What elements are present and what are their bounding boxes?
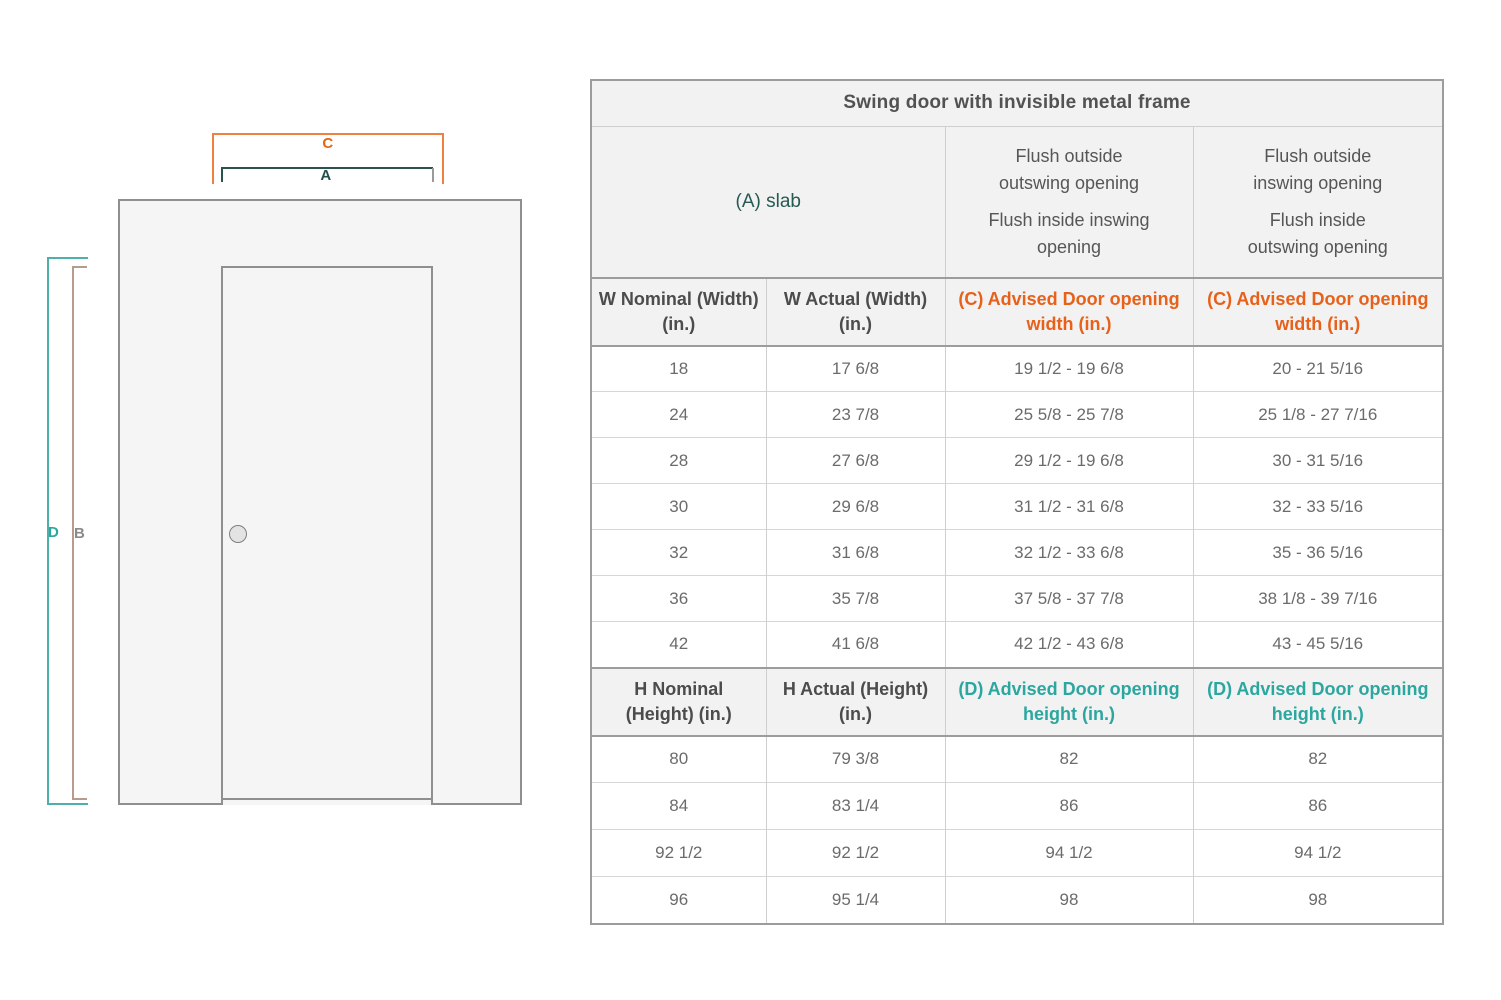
table-cell: 36 <box>591 575 766 622</box>
col-header-opening-height-inswing: (D) Advised Door opening height (in.) <box>1192 666 1444 737</box>
table-row: 24 23 7/8 25 5/8 - 25 7/8 25 1/8 - 27 7/… <box>591 391 1444 438</box>
table-title: Swing door with invisible metal frame <box>591 80 1444 127</box>
width-header-row: W Nominal (Width) (in.) W Actual (Width)… <box>591 276 1444 347</box>
table-cell: 18 <box>591 345 766 392</box>
table-cell: 38 1/8 - 39 7/16 <box>1192 575 1444 622</box>
table-cell: 82 <box>1192 735 1444 783</box>
height-header-row: H Nominal (Height) (in.) H Actual (Heigh… <box>591 666 1444 737</box>
group-header-line: Flush inside outswing opening <box>1247 209 1388 257</box>
wall-bottom-edge-right <box>431 803 522 805</box>
table-cell: 82 <box>944 735 1193 783</box>
table-cell: 25 5/8 - 25 7/8 <box>944 391 1193 438</box>
table-cell: 92 1/2 <box>765 829 945 877</box>
table-cell: 32 <box>591 529 766 576</box>
table-cell: 86 <box>944 782 1193 830</box>
dim-label-a: A <box>320 167 332 184</box>
table-cell: 94 1/2 <box>1192 829 1444 877</box>
table-cell: 32 - 33 5/16 <box>1192 483 1444 530</box>
table-row: 28 27 6/8 29 1/2 - 19 6/8 30 - 31 5/16 <box>591 437 1444 484</box>
table-cell: 84 <box>591 782 766 830</box>
bracket-c-opening-width <box>212 133 444 184</box>
table-cell: 27 6/8 <box>765 437 945 484</box>
table-cell: 32 1/2 - 33 6/8 <box>944 529 1193 576</box>
col-header-opening-width-inswing: (C) Advised Door opening width (in.) <box>1192 276 1444 347</box>
table-cell: 42 <box>591 621 766 668</box>
dimension-brackets <box>47 133 444 805</box>
col-header-h-nominal: H Nominal (Height) (in.) <box>591 666 766 737</box>
dim-label-c: C <box>322 135 334 152</box>
table-cell: 24 <box>591 391 766 438</box>
bracket-d-opening-height <box>47 257 88 805</box>
table-cell: 20 - 21 5/16 <box>1192 345 1444 392</box>
table-cell: 31 1/2 - 31 6/8 <box>944 483 1193 530</box>
table-row: 84 83 1/4 86 86 <box>591 782 1444 830</box>
table-row: 80 79 3/8 82 82 <box>591 735 1444 783</box>
table-row: 30 29 6/8 31 1/2 - 31 6/8 32 - 33 5/16 <box>591 483 1444 530</box>
table-cell: 35 - 36 5/16 <box>1192 529 1444 576</box>
group-header-line: Flush outside outswing opening <box>998 145 1140 193</box>
table-row: 96 95 1/4 98 98 <box>591 876 1444 924</box>
bracket-b-slab-height <box>72 266 87 800</box>
door-diagram: C A D B <box>0 0 560 1000</box>
table-cell: 92 1/2 <box>591 829 766 877</box>
group-header-line: Flush inside inswing opening <box>988 209 1150 257</box>
size-table: Swing door with invisible metal frame (A… <box>590 79 1445 925</box>
table-row: 92 1/2 92 1/2 94 1/2 94 1/2 <box>591 829 1444 877</box>
table-cell: 17 6/8 <box>765 345 945 392</box>
table-cell: 94 1/2 <box>944 829 1193 877</box>
table-cell: 28 <box>591 437 766 484</box>
table-row: 36 35 7/8 37 5/8 - 37 7/8 38 1/8 - 39 7/… <box>591 575 1444 622</box>
dim-label-d: D <box>48 524 60 541</box>
table-row: 18 17 6/8 19 1/2 - 19 6/8 20 - 21 5/16 <box>591 345 1444 392</box>
bracket-a-slab-width <box>221 167 433 182</box>
group-header-outswing: Flush outside outswing opening Flush ins… <box>944 126 1193 278</box>
table-cell: 98 <box>944 876 1193 924</box>
door-knob <box>229 525 247 543</box>
table-cell: 43 - 45 5/16 <box>1192 621 1444 668</box>
col-header-h-actual: H Actual (Height) (in.) <box>765 666 945 737</box>
table-cell: 25 1/8 - 27 7/16 <box>1192 391 1444 438</box>
table-cell: 30 - 31 5/16 <box>1192 437 1444 484</box>
table-cell: 83 1/4 <box>765 782 945 830</box>
table-cell: 23 7/8 <box>765 391 945 438</box>
group-header-line: Flush outside inswing opening <box>1253 145 1383 193</box>
col-header-opening-height-outswing: (D) Advised Door opening height (in.) <box>944 666 1193 737</box>
wall-bottom-edge-left <box>118 803 223 805</box>
dim-label-b: B <box>74 525 86 542</box>
table-cell: 35 7/8 <box>765 575 945 622</box>
col-header-w-actual: W Actual (Width) (in.) <box>765 276 945 347</box>
slab-edge-extension-right <box>431 800 433 805</box>
group-header-inswing: Flush outside inswing opening Flush insi… <box>1192 126 1444 278</box>
table-cell: 96 <box>591 876 766 924</box>
table-cell: 86 <box>1192 782 1444 830</box>
table-cell: 30 <box>591 483 766 530</box>
table-cell: 41 6/8 <box>765 621 945 668</box>
col-header-w-nominal: W Nominal (Width) (in.) <box>591 276 766 347</box>
table-cell: 31 6/8 <box>765 529 945 576</box>
table-cell: 29 1/2 - 19 6/8 <box>944 437 1193 484</box>
table-cell: 80 <box>591 735 766 783</box>
slab-edge-extension-left <box>221 800 223 805</box>
table-cell: 79 3/8 <box>765 735 945 783</box>
table-row: 32 31 6/8 32 1/2 - 33 6/8 35 - 36 5/16 <box>591 529 1444 576</box>
table-cell: 42 1/2 - 43 6/8 <box>944 621 1193 668</box>
table-row: 42 41 6/8 42 1/2 - 43 6/8 43 - 45 5/16 <box>591 621 1444 668</box>
table-cell: 29 6/8 <box>765 483 945 530</box>
table-cell: 19 1/2 - 19 6/8 <box>944 345 1193 392</box>
table-cell: 98 <box>1192 876 1444 924</box>
door-slab <box>221 266 433 800</box>
group-header-row: (A) slab Flush outside outswing opening … <box>591 126 1444 278</box>
table-cell: 95 1/4 <box>765 876 945 924</box>
col-header-opening-width-outswing: (C) Advised Door opening width (in.) <box>944 276 1193 347</box>
table-title-row: Swing door with invisible metal frame <box>591 80 1444 127</box>
table-cell: 37 5/8 - 37 7/8 <box>944 575 1193 622</box>
group-header-slab: (A) slab <box>591 126 945 278</box>
